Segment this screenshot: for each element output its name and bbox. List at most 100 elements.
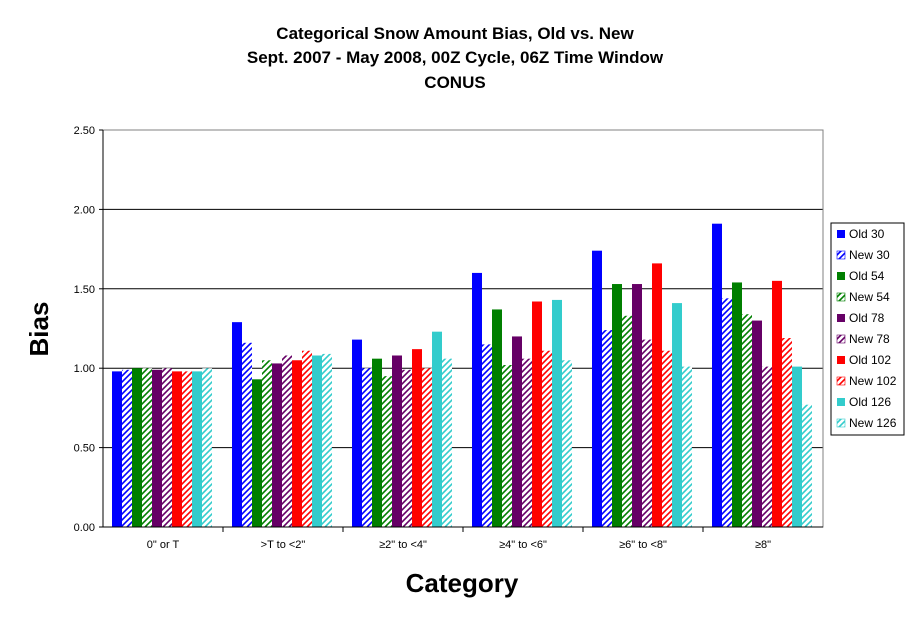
y-tick-labels: 0.00 0.50 1.00 1.50 2.00 2.50 [74,125,103,534]
bar-new-126 [322,353,332,527]
bar-new-30 [722,298,732,527]
bar-old-78 [632,284,642,527]
bar-new-102 [182,371,192,527]
bar-new-54 [742,314,752,527]
legend-label: New 54 [849,290,890,304]
bar-old-102 [532,301,542,527]
axes [102,130,823,532]
legend-label: Old 102 [849,353,891,367]
bar-old-78 [752,320,762,527]
y-tick-label: 2.00 [74,204,95,216]
bar-old-102 [412,349,422,527]
legend-label: New 30 [849,248,890,262]
bar-old-54 [252,379,262,527]
x-tick-label: >T to <2" [261,539,306,551]
bar-new-54 [622,315,632,527]
x-tick-label: ≥6" to <8" [619,539,667,551]
bar-old-126 [432,331,442,527]
legend-label: Old 126 [849,395,891,409]
y-tick-label: 1.50 [74,284,95,296]
bar-old-126 [312,355,322,527]
bar-new-102 [782,338,792,527]
x-tick-labels: 0" or T >T to <2" ≥2" to <4" ≥4" to <6" ≥6" … [147,539,771,551]
bar-old-30 [592,250,602,528]
bar-old-102 [772,280,782,527]
bar-new-54 [142,368,152,527]
bar-new-102 [662,350,672,527]
bar-old-78 [152,369,162,527]
legend-label: New 78 [849,332,890,346]
bar-new-78 [402,369,412,527]
x-tick-label: ≥2" to <4" [379,539,427,551]
legend-swatch [837,398,845,406]
bar-new-30 [362,368,372,527]
bar-new-30 [122,369,132,527]
bar-new-126 [562,360,572,527]
bar-new-102 [302,350,312,527]
legend-label: Old 54 [849,269,885,283]
bar-old-54 [492,309,502,527]
bar-new-126 [442,358,452,527]
bar-new-78 [162,368,172,527]
bar-old-102 [172,371,182,527]
bar-new-30 [482,344,492,527]
bar-new-78 [762,366,772,527]
legend: Old 30 New 30 Old 54 New 54 Old 78 New 78 Old … [830,222,905,436]
legend-swatch [836,292,846,302]
chart-title-line-2: Sept. 2007 - May 2008, 00Z Cycle, 06Z Ti… [247,48,664,67]
x-tick-label: ≥4" to <6" [499,539,547,551]
y-tick-label: 0.00 [74,522,95,534]
legend-swatch [837,356,845,364]
bar-old-102 [652,263,662,527]
bar-new-126 [802,404,812,527]
x-axis-title: Category [406,568,519,598]
bar-old-30 [352,339,362,527]
legend-swatch [837,314,845,322]
bar-old-30 [712,223,722,527]
bar-new-126 [682,366,692,527]
y-tick-label: 1.00 [74,363,95,375]
bar-new-126 [202,368,212,527]
bar-old-78 [512,336,522,527]
bars [112,223,812,528]
bar-new-102 [422,368,432,527]
bar-new-78 [522,358,532,527]
bar-old-54 [132,368,142,527]
bar-new-54 [382,376,392,527]
bar-new-78 [642,339,652,527]
bar-old-30 [472,272,482,527]
bar-old-30 [232,322,242,527]
bar-old-126 [672,303,682,527]
bar-old-54 [732,282,742,527]
y-tick-label: 2.50 [74,125,95,137]
bar-old-78 [272,363,282,527]
bar-old-102 [292,360,302,527]
x-tick-label: ≥8" [755,539,771,551]
legend-swatch [836,418,846,428]
bar-old-54 [612,284,622,527]
legend-label: Old 30 [849,227,885,241]
y-tick-label: 0.50 [74,443,95,455]
bar-new-54 [262,360,272,527]
y-axis-title: Bias [24,302,54,357]
x-tick-label: 0" or T [147,539,180,551]
legend-swatch [836,334,846,344]
bar-old-126 [792,366,802,527]
legend-swatch [837,230,845,238]
bar-old-126 [192,371,202,527]
bar-new-30 [242,342,252,527]
legend-label: New 126 [849,416,897,430]
bar-new-54 [502,365,512,527]
bar-new-30 [602,330,612,527]
legend-label: Old 78 [849,311,885,325]
legend-label: New 102 [849,374,897,388]
bar-old-54 [372,358,382,527]
legend-swatch [836,250,846,260]
chart-title-line-1: Categorical Snow Amount Bias, Old vs. Ne… [276,24,634,43]
bar-new-78 [282,355,292,527]
legend-swatch [837,272,845,280]
legend-swatch [836,376,846,386]
chart-title-line-3: CONUS [424,73,485,92]
bar-old-30 [112,371,122,527]
